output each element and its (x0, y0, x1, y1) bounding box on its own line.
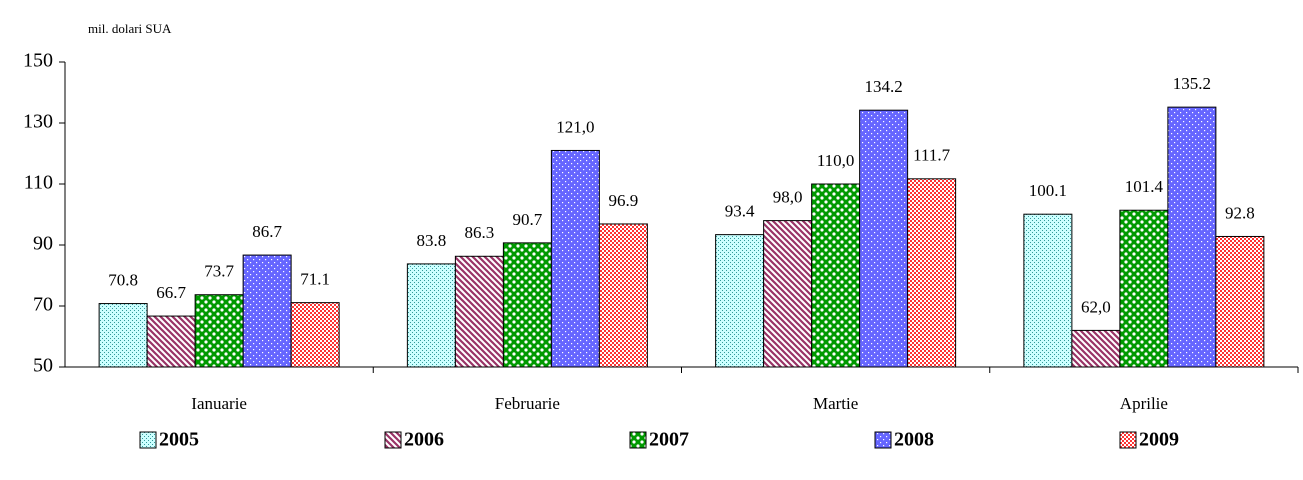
data-label: 98,0 (773, 188, 803, 207)
x-tick-label: Februarie (495, 394, 560, 413)
legend-label: 2006 (404, 429, 444, 451)
data-label: 121,0 (556, 117, 594, 136)
y-tick-label: 110 (24, 172, 53, 194)
data-label: 135.2 (1173, 74, 1211, 93)
bar (550, 149, 600, 368)
legend-swatch (874, 431, 892, 449)
y-tick-label: 90 (33, 233, 53, 255)
legend-label: 2005 (159, 429, 199, 451)
data-label: 71.1 (300, 270, 330, 289)
data-label: 101.4 (1125, 177, 1164, 196)
data-label: 86.3 (465, 223, 495, 242)
data-label: 70.8 (108, 270, 138, 289)
x-tick-label: Ianuarie (191, 394, 247, 413)
legend-label: 2009 (1139, 429, 1179, 451)
y-tick-label: 50 (33, 355, 53, 377)
bar (406, 263, 456, 368)
bar (1023, 213, 1073, 368)
bar (1215, 235, 1265, 368)
data-label: 96.9 (609, 191, 639, 210)
legend-swatch (139, 431, 157, 449)
data-label: 92.8 (1225, 203, 1255, 222)
legend-swatch (629, 431, 647, 449)
y-axis-unit: mil. dolari SUA (88, 21, 172, 36)
data-label: 110,0 (817, 151, 855, 170)
bar (242, 254, 292, 368)
data-label: 90.7 (513, 210, 543, 229)
data-label: 93.4 (725, 202, 755, 221)
data-label: 134.2 (865, 77, 903, 96)
legend-swatch (384, 431, 402, 449)
bar (598, 223, 648, 368)
bar (763, 220, 813, 368)
bar (194, 294, 244, 368)
bar (146, 315, 196, 368)
data-label: 100.1 (1029, 181, 1067, 200)
bar (98, 303, 148, 368)
data-label: 86.7 (252, 222, 282, 241)
y-tick-label: 130 (23, 111, 53, 133)
y-tick-label: 70 (33, 294, 53, 316)
legend-swatch (1119, 431, 1137, 449)
bar (454, 255, 504, 368)
bar (290, 302, 340, 368)
x-tick-label: Martie (813, 394, 858, 413)
x-tick-label: Aprilie (1120, 394, 1168, 413)
data-label: 111.7 (913, 146, 950, 165)
bar (1119, 209, 1169, 368)
bar (502, 242, 552, 368)
bar (811, 183, 861, 368)
data-label: 83.8 (417, 231, 447, 250)
data-label: 66.7 (156, 283, 186, 302)
data-label: 73.7 (204, 262, 234, 281)
bar (1071, 329, 1121, 368)
y-tick-label: 150 (23, 50, 53, 72)
legend-label: 2007 (649, 429, 689, 451)
legend-label: 2008 (894, 429, 934, 451)
bar (715, 234, 765, 368)
bar (1167, 106, 1217, 368)
bar (859, 109, 909, 368)
bar (907, 178, 957, 368)
data-label: 62,0 (1081, 297, 1111, 316)
